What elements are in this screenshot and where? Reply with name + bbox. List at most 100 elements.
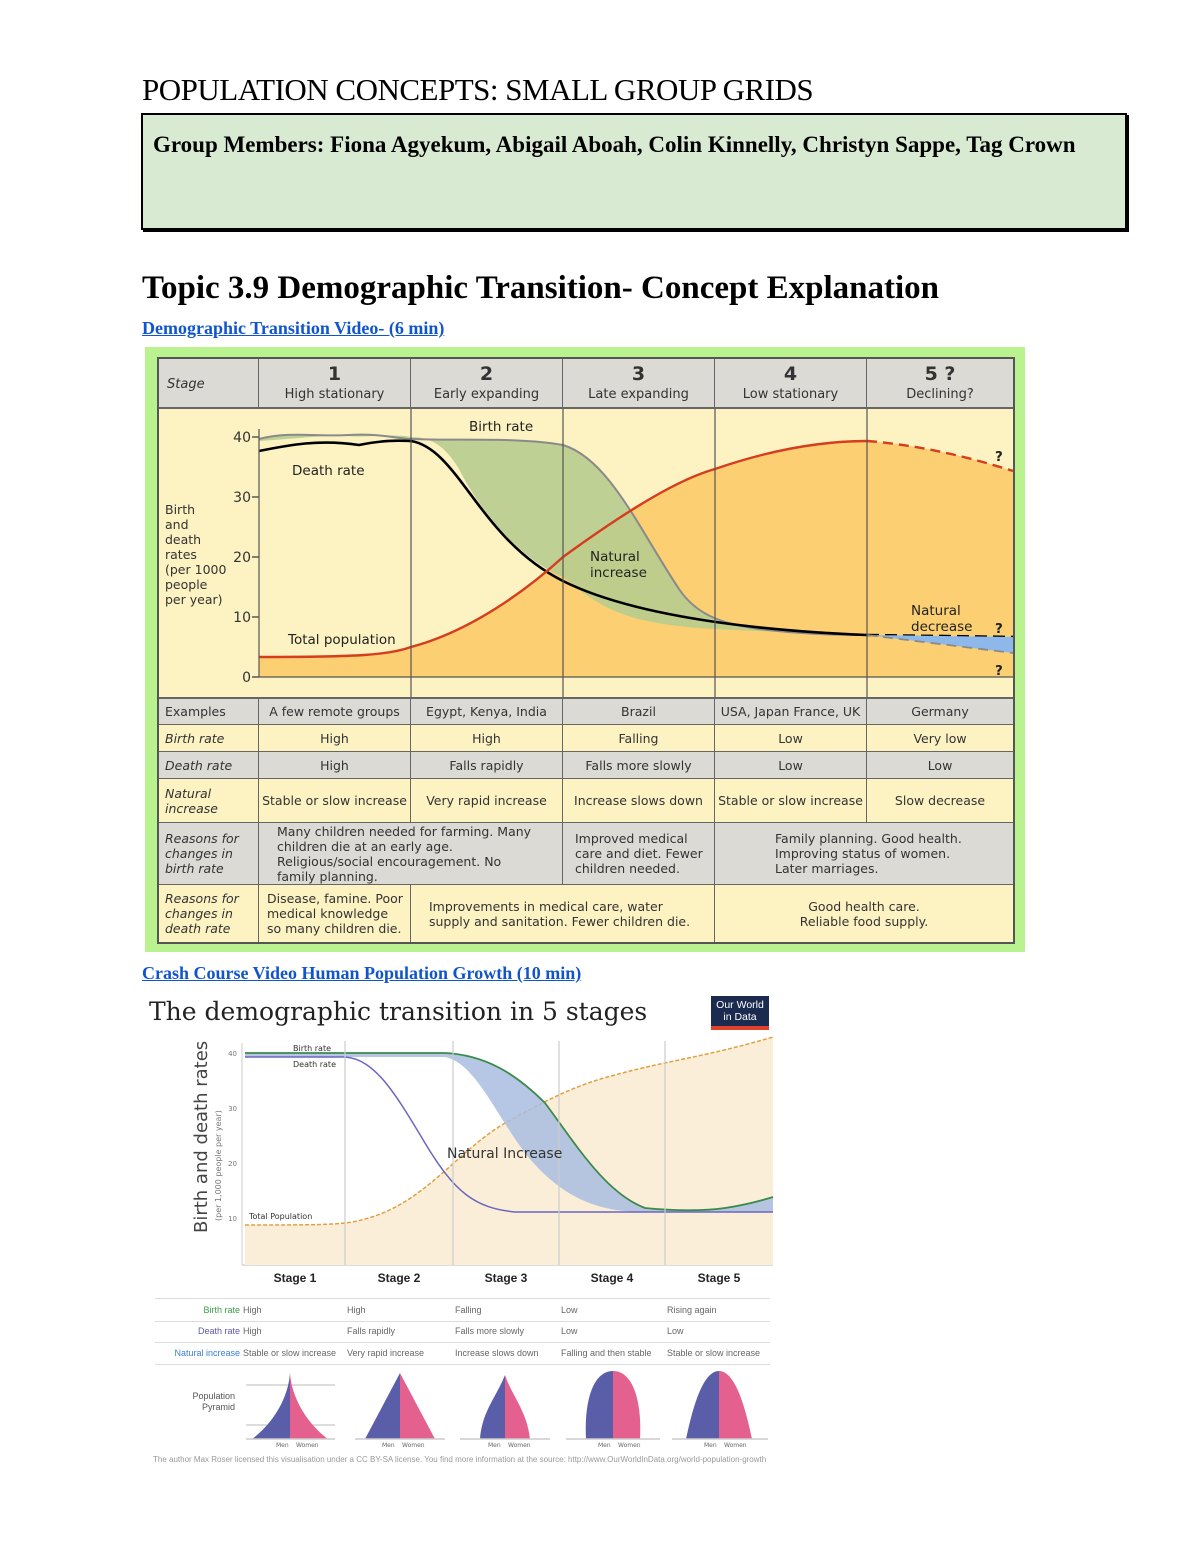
owid-demographic-transition-figure: The demographic transition in 5 stages O… xyxy=(145,993,775,1468)
pyramid-stage-5 xyxy=(672,1371,768,1440)
svg-text:30: 30 xyxy=(233,490,251,506)
row-cell: High xyxy=(347,1305,366,1315)
stage-number: 4 xyxy=(783,363,798,385)
table-row-birth-rate-reasons: Reasons for changes in birth rate Many c… xyxy=(159,823,1013,885)
table-cell: Stable or slow increase xyxy=(259,779,411,822)
row-cell: Falling and then stable xyxy=(561,1348,652,1358)
stage-2-header: 2 Early expanding xyxy=(411,359,563,409)
stage-number: 1 xyxy=(327,363,342,385)
table-row-birth-rate: Birth rate High High Falling Low Very lo… xyxy=(159,725,1013,752)
svg-text:?: ? xyxy=(995,621,1003,637)
table-cell: Falls rapidly xyxy=(411,752,563,778)
owid-row-natural-increase: Natural increase Stable or slow increase… xyxy=(155,1342,770,1365)
birth-rate-annotation: Birth rate xyxy=(469,419,533,435)
table-cell: High xyxy=(259,725,411,751)
pyramid-label: Population Pyramid xyxy=(192,1391,235,1412)
table-cell: Disease, famine. Poor medical knowledge … xyxy=(259,885,411,942)
table-row-natural-increase: Natural increase Stable or slow increase… xyxy=(159,779,1013,823)
svg-text:Men: Men xyxy=(276,1442,289,1449)
row-label: Birth rate xyxy=(159,725,259,751)
license-credit: The author Max Roser licensed this visua… xyxy=(153,1455,767,1464)
row-cell: High xyxy=(243,1305,262,1315)
table-cell: Brazil xyxy=(563,699,715,724)
figure-title: The demographic transition in 5 stages xyxy=(149,997,648,1026)
svg-text:?: ? xyxy=(995,449,1003,465)
svg-text:Birth and death rates: Birth and death rates xyxy=(191,1041,212,1233)
row-label: Death rate xyxy=(159,752,259,778)
svg-text:20: 20 xyxy=(233,550,251,566)
stage-number: 2 xyxy=(479,363,494,385)
table-cell: Egypt, Kenya, India xyxy=(411,699,563,724)
table-row-death-rate-reasons: Reasons for changes in death rate Diseas… xyxy=(159,885,1013,942)
svg-text:?: ? xyxy=(995,663,1003,679)
table-cell: Family planning. Good health. Improving … xyxy=(775,831,962,876)
stage-heading: Stage 1 xyxy=(273,1271,317,1285)
table-cell: USA, Japan France, UK xyxy=(715,699,867,724)
total-population-annotation: Total population xyxy=(287,632,396,648)
stage-1-header: 1 High stationary xyxy=(259,359,411,409)
stage-heading: Stage 3 xyxy=(484,1271,528,1285)
row-cell: Very rapid increase xyxy=(347,1348,425,1358)
svg-text:Women: Women xyxy=(618,1442,641,1449)
stage-number: 3 xyxy=(631,363,646,385)
table-cell: A few remote groups xyxy=(259,699,411,724)
table-cell: Low xyxy=(715,725,867,751)
demographic-transition-video-link[interactable]: Demographic Transition Video- (6 min) xyxy=(142,318,445,338)
row-cell: Low xyxy=(561,1326,578,1336)
topic-heading: Topic 3.9 Demographic Transition- Concep… xyxy=(142,270,939,306)
stage-header-label: Stage xyxy=(159,359,259,409)
population-pyramids: Men Women Men Women Men Women Men Women Men W… xyxy=(246,1371,768,1449)
our-world-in-data-logo: Our World in Data xyxy=(711,996,769,1030)
owid-row-birth-rate: Birth rate High High Falling Low Rising … xyxy=(155,1298,770,1322)
stage-name: Early expanding xyxy=(433,387,540,402)
stage-number: 5 ? xyxy=(924,363,956,385)
stage-name: Late expanding xyxy=(588,387,689,402)
svg-text:40: 40 xyxy=(233,430,251,446)
stage-4-header: 4 Low stationary xyxy=(715,359,867,409)
svg-text:Natural: Natural xyxy=(911,603,961,619)
svg-text:0: 0 xyxy=(242,670,251,686)
crash-course-video-link[interactable]: Crash Course Video Human Population Grow… xyxy=(142,963,582,983)
svg-text:Natural Increase: Natural Increase xyxy=(447,1146,562,1162)
row-label: Natural increase xyxy=(159,779,259,822)
row-label: Birth rate xyxy=(203,1305,240,1315)
table-cell: Low xyxy=(715,752,867,778)
demographic-transition-figure: Stage 1 High stationary 2 Early expanding … xyxy=(145,347,1025,952)
stage-5-header: 5 ? Declining? xyxy=(867,359,1013,409)
figure-frame: Stage 1 High stationary 2 Early expanding … xyxy=(157,357,1015,944)
svg-text:Women: Women xyxy=(724,1442,747,1449)
row-cell: Increase slows down xyxy=(455,1348,539,1358)
row-label: Reasons for changes in death rate xyxy=(159,885,259,942)
svg-text:Natural: Natural xyxy=(590,549,640,565)
svg-text:Women: Women xyxy=(402,1442,425,1449)
table-cell: Good health care. Reliable food supply. xyxy=(799,898,929,929)
row-label: Death rate xyxy=(197,1326,240,1336)
stage-heading: Stage 2 xyxy=(377,1271,421,1285)
svg-text:increase: increase xyxy=(590,565,647,581)
pyramid-stage-2 xyxy=(355,1373,445,1440)
svg-text:10: 10 xyxy=(228,1215,237,1223)
row-cell: Falls more slowly xyxy=(455,1326,525,1336)
row-label: Natural increase xyxy=(174,1348,240,1358)
table-cell: High xyxy=(411,725,563,751)
table-cell: Falls more slowly xyxy=(563,752,715,778)
rates-line-chart: Birth and death rates (per 1000 people per yea… xyxy=(165,409,1013,697)
table-cell: Falling xyxy=(563,725,715,751)
table-cell: Slow decrease xyxy=(894,793,986,808)
svg-text:20: 20 xyxy=(228,1160,237,1168)
svg-text:decrease: decrease xyxy=(911,619,972,635)
table-cell: Improvements in medical care, water supp… xyxy=(411,885,715,942)
svg-text:Women: Women xyxy=(508,1442,531,1449)
svg-text:Women: Women xyxy=(296,1442,319,1449)
svg-text:Men: Men xyxy=(704,1442,717,1449)
table-cell: Low xyxy=(927,757,953,773)
table-cell: Increase slows down xyxy=(563,779,715,822)
svg-text:40: 40 xyxy=(228,1050,237,1058)
svg-text:30: 30 xyxy=(228,1105,237,1113)
svg-text:Men: Men xyxy=(598,1442,611,1449)
table-row-examples: Examples A few remote groups Egypt, Keny… xyxy=(159,697,1013,725)
stage-heading: Stage 4 xyxy=(590,1271,634,1285)
svg-text:Death rate: Death rate xyxy=(293,1060,336,1069)
table-cell: High xyxy=(259,752,411,778)
